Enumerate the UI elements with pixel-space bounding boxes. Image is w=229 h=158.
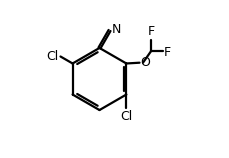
Text: N: N [112,23,121,36]
Text: Cl: Cl [46,49,59,63]
Text: F: F [147,25,154,38]
Text: Cl: Cl [120,110,132,123]
Text: F: F [164,46,171,58]
Text: O: O [140,56,150,69]
